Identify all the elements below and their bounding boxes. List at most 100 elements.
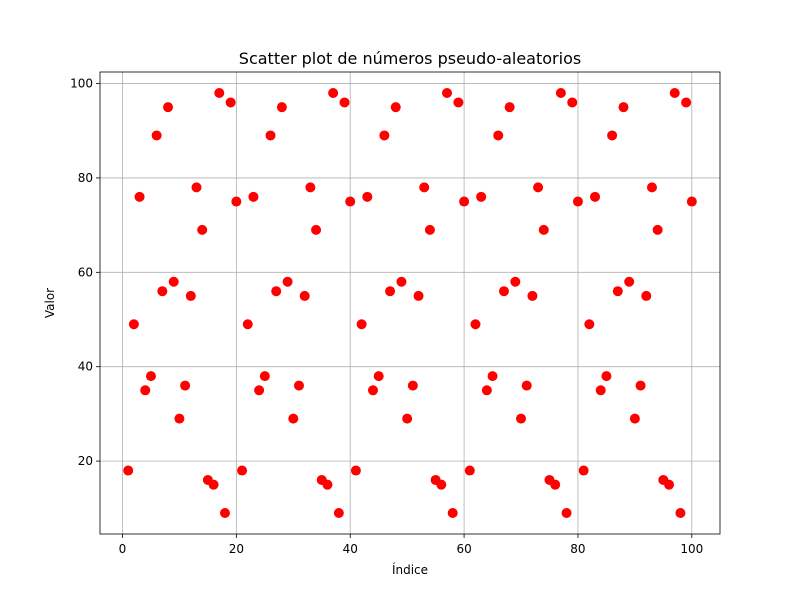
data-point: [350, 465, 361, 476]
axis-ticks: 0 20 40 60 80 100 20 40 60 80 100: [70, 77, 703, 556]
data-point: [237, 465, 248, 476]
data-point: [555, 88, 566, 98]
data-point: [396, 276, 407, 287]
data-point: [424, 224, 435, 235]
data-point: [265, 130, 276, 141]
data-point: [248, 191, 259, 202]
data-point: [402, 413, 413, 424]
data-point: [624, 276, 635, 287]
x-axis-label: Índice: [392, 562, 428, 577]
data-point: [282, 276, 293, 287]
data-point: [185, 290, 196, 301]
data-point: [219, 508, 230, 518]
data-point: [578, 465, 589, 476]
data-point: [259, 371, 270, 382]
data-point: [669, 88, 680, 98]
y-tick-label: 80: [78, 171, 93, 185]
data-point: [681, 97, 692, 108]
data-point: [168, 276, 179, 287]
data-point: [362, 191, 373, 202]
data-point: [128, 319, 139, 330]
data-point: [527, 290, 538, 301]
data-point: [174, 413, 185, 424]
data-point: [191, 182, 202, 193]
x-tick-label: 100: [680, 542, 703, 556]
grid: [100, 72, 720, 534]
data-point: [584, 319, 595, 330]
data-point: [134, 191, 145, 202]
data-point: [504, 102, 515, 113]
y-tick-label: 40: [78, 360, 93, 374]
data-point: [390, 102, 401, 113]
data-point: [447, 508, 458, 518]
data-point: [225, 97, 236, 108]
data-point: [453, 97, 464, 108]
data-point: [379, 130, 390, 141]
data-point: [413, 290, 424, 301]
data-point: [367, 385, 378, 396]
data-point: [612, 286, 623, 297]
plot-frame: [99, 71, 721, 535]
data-point: [214, 88, 225, 98]
data-point: [538, 224, 549, 235]
data-point: [664, 479, 675, 490]
data-point: [476, 191, 487, 202]
data-point: [436, 479, 447, 490]
x-tick-label: 20: [229, 542, 244, 556]
data-point: [254, 385, 265, 396]
data-point: [407, 380, 418, 391]
data-point: [487, 371, 498, 382]
data-point: [629, 413, 640, 424]
data-point: [498, 286, 509, 297]
data-point: [322, 479, 333, 490]
data-point: [339, 97, 350, 108]
data-point: [163, 102, 174, 113]
data-point: [208, 479, 219, 490]
chart-title: Scatter plot de números pseudo-aleatorio…: [239, 49, 581, 68]
data-point: [459, 196, 470, 207]
data-point: [311, 224, 322, 235]
data-point: [345, 196, 356, 207]
data-point: [151, 130, 162, 141]
data-point: [356, 319, 367, 330]
y-axis-label: Valor: [43, 288, 57, 318]
data-point: [567, 97, 578, 108]
data-point: [510, 276, 521, 287]
data-point: [464, 465, 475, 476]
y-tick-label: 100: [70, 77, 93, 91]
data-point: [231, 196, 242, 207]
data-point: [607, 130, 618, 141]
data-point: [521, 380, 532, 391]
data-point: [533, 182, 544, 193]
data-points: [123, 88, 697, 518]
data-point: [145, 371, 156, 382]
data-point: [293, 380, 304, 391]
data-point: [590, 191, 601, 202]
data-point: [288, 413, 299, 424]
data-point: [123, 465, 134, 476]
data-point: [516, 413, 527, 424]
data-point: [641, 290, 652, 301]
data-point: [180, 380, 191, 391]
data-point: [572, 196, 583, 207]
data-point: [271, 286, 282, 297]
data-point: [561, 508, 572, 518]
data-point: [618, 102, 629, 113]
x-tick-label: 0: [119, 542, 127, 556]
x-tick-label: 80: [570, 542, 585, 556]
data-point: [385, 286, 396, 297]
data-point: [646, 182, 657, 193]
data-point: [197, 224, 208, 235]
data-point: [675, 508, 686, 518]
data-point: [652, 224, 663, 235]
x-tick-label: 40: [343, 542, 358, 556]
data-point: [242, 319, 253, 330]
data-point: [601, 371, 612, 382]
data-point: [635, 380, 646, 391]
data-point: [140, 385, 151, 396]
data-point: [333, 508, 344, 518]
data-point: [481, 385, 492, 396]
x-tick-label: 60: [456, 542, 471, 556]
data-point: [686, 196, 697, 207]
